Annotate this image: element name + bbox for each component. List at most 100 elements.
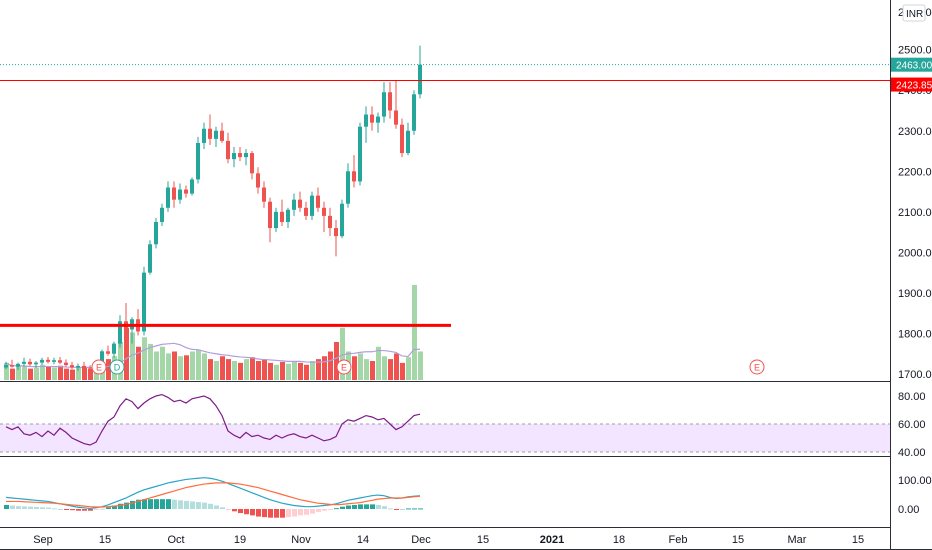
volume-bar	[76, 367, 81, 380]
macd-histogram-bar	[262, 509, 267, 518]
candle-body	[298, 199, 302, 208]
volume-bar	[10, 368, 15, 380]
candle-body	[160, 207, 164, 222]
candle-body	[154, 221, 158, 245]
volume-bar	[34, 367, 39, 380]
event-badge-label: E	[754, 363, 760, 373]
candle-body	[382, 92, 386, 117]
candle-body	[400, 124, 404, 154]
time-tick-label: Dec	[411, 534, 431, 546]
candle-body	[280, 211, 284, 222]
candle-body	[184, 189, 188, 194]
volume-bar	[286, 363, 291, 380]
macd-histogram-bar	[136, 499, 141, 509]
volume-bar	[70, 369, 75, 380]
price-axis[interactable]: 2500.002400.002300.002200.002100.002000.…	[898, 45, 932, 381]
candle-body	[250, 153, 254, 174]
macd-histogram-bar	[214, 505, 219, 509]
svg-text:2423.85: 2423.85	[896, 81, 932, 92]
volume-bar	[184, 355, 189, 380]
candle-body	[112, 343, 116, 354]
volume-bar	[406, 357, 411, 380]
candle-body	[310, 195, 314, 216]
candle-body	[34, 362, 38, 365]
volume-bar	[40, 364, 45, 380]
candle-body	[334, 228, 338, 237]
macd-histogram-bar	[16, 506, 21, 509]
candle-body	[100, 351, 104, 364]
candle-body	[358, 126, 362, 182]
volume-bar	[352, 356, 357, 380]
macd-histogram-bar	[172, 499, 177, 509]
event-badge-dividend[interactable]: D	[109, 359, 125, 375]
macd-histogram-bar	[220, 507, 225, 509]
volume-bar	[388, 359, 393, 380]
candle-body	[70, 365, 74, 368]
time-tick-label: Nov	[291, 534, 311, 546]
macd-histogram-bar	[178, 500, 183, 509]
macd-histogram-bar	[376, 504, 381, 509]
event-badge-earnings-2[interactable]: E	[336, 359, 352, 375]
volume-bar	[358, 353, 363, 380]
macd-histogram-bar	[70, 509, 75, 511]
macd-histogram-bar	[40, 507, 45, 509]
candle-body	[268, 201, 272, 229]
volume-bar	[322, 356, 327, 380]
macd-histogram-bar	[58, 509, 63, 510]
volume-bar	[166, 353, 171, 380]
macd-histogram-bar	[412, 508, 417, 510]
macd-histogram-bar	[106, 507, 111, 509]
rsi-tick-label: 60.00	[898, 419, 926, 431]
rsi-tick-label: 40.00	[898, 447, 926, 459]
macd-histogram-bar	[328, 509, 333, 510]
candle-body	[262, 187, 266, 202]
volume-bar	[28, 368, 33, 380]
macd-histogram-bar	[4, 504, 9, 509]
macd-histogram-bar	[352, 504, 357, 509]
event-badge-earnings-1[interactable]: E	[91, 359, 107, 375]
candle-body	[208, 128, 212, 139]
volume-bar	[154, 351, 159, 380]
currency-box[interactable]	[902, 4, 926, 22]
volume-bar	[418, 351, 423, 380]
candles[interactable]	[4, 45, 422, 372]
candle-body	[364, 114, 368, 127]
candle-body	[148, 244, 152, 273]
macd-histogram-bar	[208, 503, 213, 509]
macd-pane[interactable]: 100.00 0.00	[4, 475, 932, 518]
candle-body	[76, 365, 80, 368]
macd-histogram-bar	[148, 499, 153, 509]
candle-body	[106, 351, 110, 354]
macd-histogram-bar	[238, 509, 243, 514]
time-tick-label: Sep	[33, 534, 53, 546]
rsi-pane[interactable]: 80.00 60.00 40.00	[0, 391, 926, 459]
candle-body	[10, 365, 14, 367]
macd-histogram-bar	[184, 500, 189, 509]
volume-bar	[124, 327, 129, 380]
macd-histogram-bar	[382, 506, 387, 509]
macd-histogram-bar	[388, 508, 393, 510]
time-axis[interactable]: Sep 15 Oct 19 Nov 14 Dec 15 2021 18 Feb 15 Mar 15	[33, 534, 864, 546]
time-tick-label: 15	[477, 534, 489, 546]
candle-body	[142, 272, 146, 332]
event-badge-earnings-3[interactable]: E	[749, 359, 765, 375]
candle-body	[214, 130, 218, 139]
volume-bar	[46, 366, 51, 380]
macd-histogram-bar	[154, 499, 159, 509]
volume-bar	[334, 342, 339, 380]
macd-histogram-bar	[364, 504, 369, 509]
volume-bar	[160, 346, 165, 380]
candle-body	[244, 153, 248, 158]
macd-axis: 100.00 0.00	[898, 475, 932, 516]
macd-histogram-bar	[394, 509, 399, 510]
candle-body	[328, 215, 332, 229]
candle-body	[166, 187, 170, 208]
volume-bar	[148, 343, 153, 380]
time-tick-label: 15	[852, 534, 864, 546]
candle-body	[292, 199, 296, 210]
candle-body	[16, 363, 20, 367]
volume-bar	[328, 351, 333, 380]
volume-bar	[376, 346, 381, 380]
candle-body	[352, 171, 356, 182]
